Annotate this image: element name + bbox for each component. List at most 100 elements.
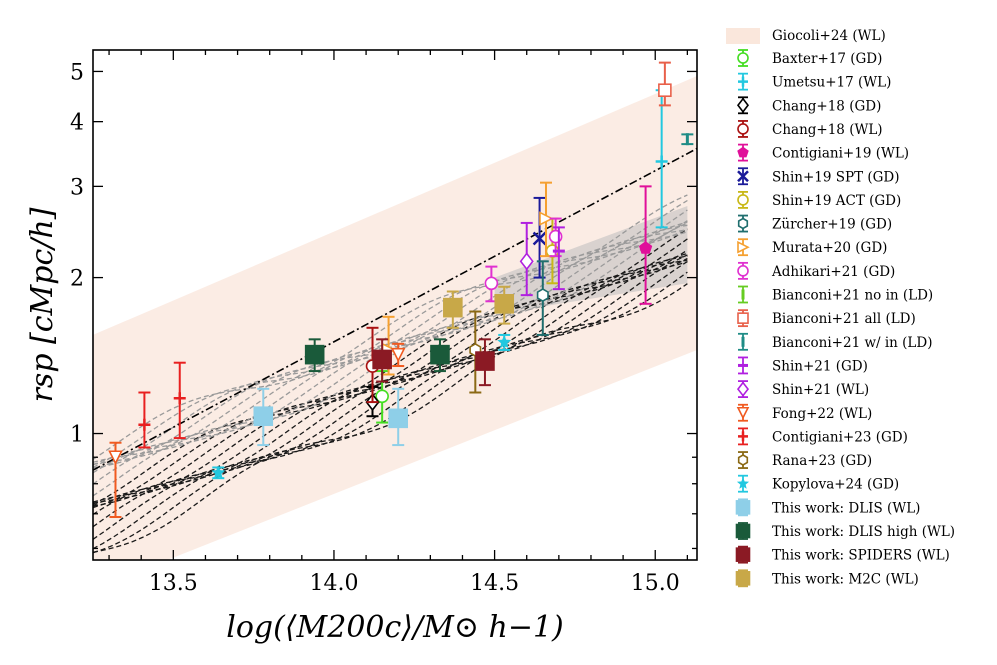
y-tick-label: 2 [70,267,84,292]
data-marker [519,252,534,271]
simulation-curve [93,261,688,503]
y-tick-label: 5 [70,60,84,85]
data-marker [658,83,672,98]
legend-marker [736,381,750,397]
legend-label: Contigiani+23 (GD) [772,429,908,445]
legend-label: Shin+21 (WL) [772,382,869,398]
legend-label: Kopylova+24 (GD) [772,477,899,493]
legend-swatch-band [726,28,760,44]
data-point [375,370,389,424]
data-marker [430,344,450,365]
legend-marker [737,194,749,206]
legend-label: Fong+22 (WL) [772,406,872,422]
legend-marker [735,547,751,562]
data-point [638,185,653,305]
data-point [497,333,512,351]
legend-marker [737,240,750,254]
legend-label: Shin+19 ACT (GD) [772,193,901,209]
data-point [390,342,406,368]
simulation-curves-layer [93,194,688,554]
data-marker [494,294,515,314]
data-marker [211,465,226,479]
legend-marker [737,123,749,135]
legend-label: Bianconi+21 no in (LD) [772,288,933,304]
legend-marker [736,97,750,114]
data-marker [443,297,463,318]
legend-entry: Baxter+17 (GD) [737,49,882,67]
y-tick-label: 4 [70,111,84,136]
legend-entry: Shin+19 ACT (GD) [737,190,901,209]
legend-marker [736,477,750,489]
legend-marker [738,76,748,87]
legend-entry: Contigiani+23 (GD) [738,427,908,445]
axis-ticks-layer [93,50,697,560]
data-marker [484,276,499,291]
legend-label: Adhikari+21 (GD) [771,264,895,280]
legend-label: Umetsu+17 (WL) [772,75,891,91]
legend-marker [738,431,748,442]
legend-entry: Bianconi+21 w/ in (LD) [738,332,932,351]
legend-marker [737,52,749,64]
simulation-curve [93,255,688,515]
data-point [304,338,325,373]
data-point [443,290,463,329]
legend-entry: Chang+18 (WL) [737,120,883,138]
data-point [108,441,123,519]
legend-label: Rana+23 (GD) [772,453,872,469]
data-points-layer [108,61,694,519]
data-point [388,387,409,447]
legend-label: This work: DLIS high (WL) [772,524,955,540]
x-tick-label: 14.5 [470,571,519,596]
legend-label: This work: SPIDERS (WL) [772,548,950,564]
legend-marker [737,312,749,324]
data-point [211,465,226,480]
legend-entry: This work: DLIS (WL) [735,498,920,516]
plot-frame [92,49,698,561]
simulation-curve [93,224,688,474]
legend-marker [735,500,751,515]
data-marker [173,392,186,405]
data-marker [638,241,653,254]
data-point [539,181,554,258]
simulation-curve [93,194,688,460]
data-point [173,361,186,440]
legend-entry: Shin+21 (GD) [738,356,868,374]
legend-entry: Murata+20 (GD) [737,238,887,256]
data-marker [372,349,392,370]
legend-label: Baxter+17 (GD) [772,51,882,67]
legend-marker [735,523,751,539]
legend-entry: Fong+22 (WL) [736,403,872,422]
data-marker [655,155,668,168]
x-axis-label: log(⟨M200c⟩/M⊙ h−1) [226,610,564,645]
legend-label: This work: M2C (WL) [772,571,919,587]
data-point [138,391,151,449]
legend-entry: Contigiani+19 (WL) [737,143,909,162]
y-tick-label: 3 [70,175,84,200]
data-marker [138,418,151,431]
legend-label: Giocoli+24 (WL) [772,28,886,44]
legend-entry: Shin+21 (WL) [736,380,869,398]
data-marker [388,408,409,429]
data-marker [108,450,123,466]
simulation-curve [93,257,688,504]
legend-marker [735,570,751,586]
y-axis-label: rsp [cMpc/h] [25,207,60,402]
legend-entry: This work: M2C (WL) [735,569,919,587]
x-tick-label: 14.0 [309,571,358,596]
data-point [658,61,672,107]
data-point [552,226,565,291]
legend-entry: Bianconi+21 all (LD) [737,309,916,327]
simulation-curve [93,199,688,468]
legend-entry: Umetsu+17 (WL) [738,72,891,91]
legend-marker [737,170,749,183]
legend-entry: Kopylova+24 (GD) [736,474,899,493]
data-marker [532,231,547,246]
legend-marker [736,406,750,420]
legend-entry: Bianconi+21 no in (LD) [738,285,933,304]
legend: Giocoli+24 (WL) Baxter+17 (GD) Umetsu+17 … [726,28,955,587]
legend-entry: Shin+19 SPT (GD) [737,167,900,185]
fit-line [93,147,697,471]
legend-marker [737,146,749,158]
legend-marker [737,454,749,466]
legend-entry: Chang+18 (GD) [736,96,881,114]
